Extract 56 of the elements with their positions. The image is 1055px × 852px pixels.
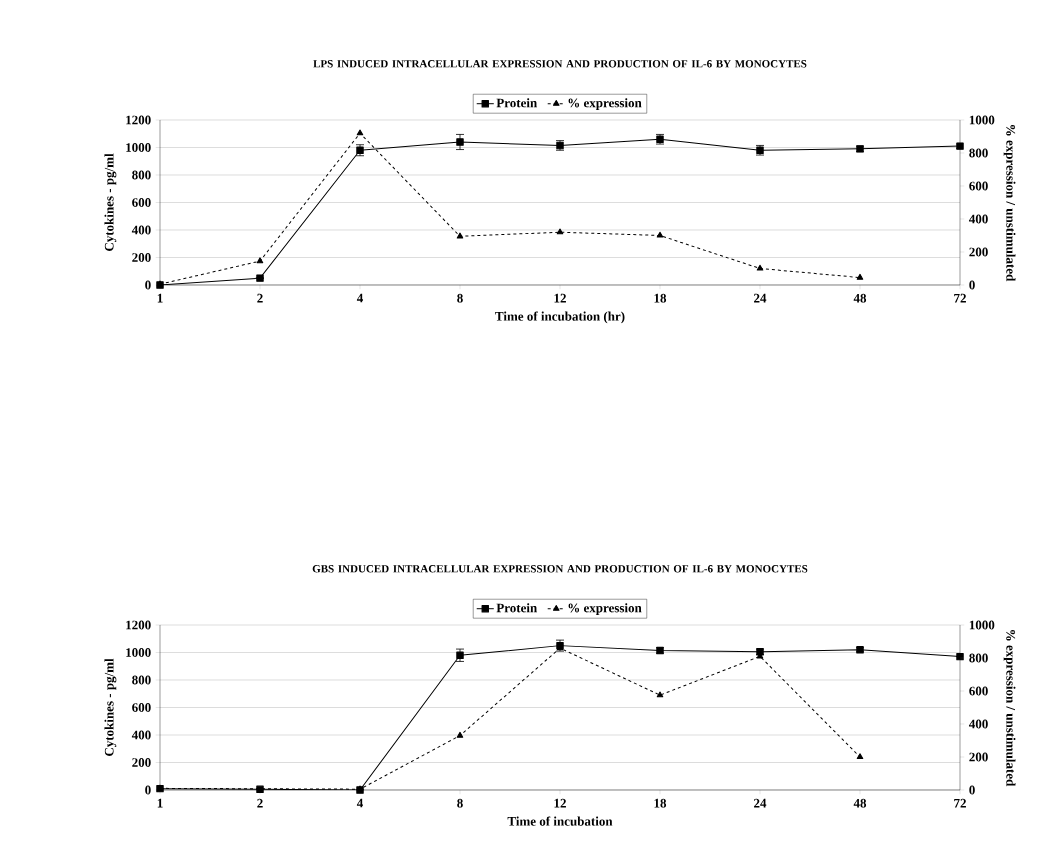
x-tick-label: 24 (754, 293, 767, 303)
y2-tick-label: 1000 (969, 620, 995, 630)
x-tick-label: 18 (654, 293, 667, 303)
y2-tick-label: 400 (968, 214, 988, 224)
legend-label: % expression (568, 603, 642, 616)
legend-label: Protein (496, 603, 538, 613)
x-tick-label: 1 (157, 293, 163, 303)
y2-tick-label: 200 (969, 247, 988, 257)
y-tick-label: 1000 (126, 648, 151, 657)
x-tick-label: 12 (554, 798, 566, 808)
y-tick-label: 800 (132, 170, 151, 180)
y2-axis-title: % expression / unstimulated (1003, 630, 1016, 787)
x-tick-label: 2 (257, 798, 263, 808)
y2-tick-label: 0 (969, 280, 975, 290)
y-tick-label: 200 (132, 253, 151, 262)
y-tick-label: 600 (132, 198, 151, 207)
y-tick-label: 800 (132, 675, 151, 685)
x-tick-label: 12 (554, 293, 566, 303)
x-tick-label: 72 (954, 798, 966, 808)
x-tick-label: 48 (853, 798, 867, 808)
y-axis-title: Cytokines - pg/ml (104, 658, 117, 756)
x-tick-label: 2 (257, 293, 263, 303)
y2-axis-title: % expression / unstimulated (1003, 125, 1016, 282)
legend-label: Protein (496, 98, 538, 108)
y-tick-label: 400 (131, 730, 151, 740)
y2-tick-label: 1000 (969, 115, 995, 125)
y-tick-label: 0 (145, 280, 151, 290)
y-tick-label: 0 (145, 785, 151, 795)
x-tick-label: 4 (356, 293, 364, 303)
y2-tick-label: 800 (969, 653, 988, 663)
x-tick-label: 72 (954, 293, 966, 303)
y-axis-title: Cytokines - pg/ml (104, 153, 117, 251)
y2-tick-label: 0 (969, 785, 975, 795)
y2-tick-label: 600 (969, 181, 988, 191)
x-tick-label: 48 (853, 293, 867, 303)
chart-title: LPS INDUCED INTRACELLULAR EXPRESSION AND PRODUCTION OF IL-6 BY MONOCYTES (313, 60, 807, 68)
x-tick-label: 8 (457, 798, 463, 808)
x-tick-label: 8 (457, 293, 463, 303)
y-tick-label: 400 (131, 225, 151, 235)
x-tick-label: 24 (754, 798, 767, 808)
x-tick-label: 18 (654, 798, 667, 808)
y2-tick-label: 400 (968, 719, 988, 729)
x-tick-label: 1 (157, 798, 163, 808)
y2-tick-label: 800 (969, 148, 988, 158)
legend-label: % expression (568, 98, 642, 111)
y2-tick-label: 600 (969, 686, 988, 696)
y-tick-label: 1200 (126, 115, 151, 125)
x-axis-title: Time of incubation (507, 816, 613, 826)
chart-title: GBS INDUCED INTRACELLULAR EXPRESSION AND PRODUCTION OF IL-6 BY MONOCYTES (312, 565, 808, 573)
y-tick-label: 1200 (126, 620, 151, 630)
y-tick-label: 200 (132, 758, 151, 767)
x-axis-title: Time of incubation (hr) (495, 311, 625, 324)
x-tick-label: 4 (356, 798, 364, 808)
y-tick-label: 1000 (126, 143, 151, 152)
y2-tick-label: 200 (969, 752, 988, 762)
y-tick-label: 600 (132, 703, 151, 712)
